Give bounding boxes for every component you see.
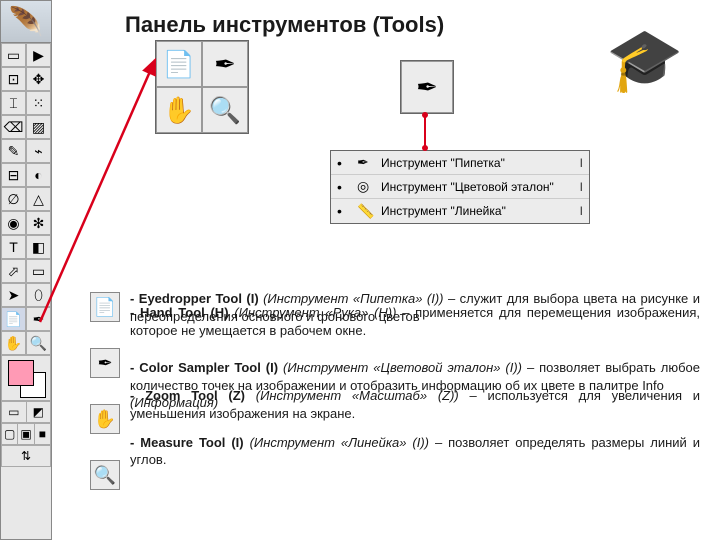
foreground-swatch[interactable]	[8, 360, 34, 386]
tools-panel: 🪶 ▭▶⊡✥⌶⁙⌫▨✎⌁⊟◐∅△◉✻T◧⬀▭➤⬯📄✒✋🔍 ▭◩ ▢▣■ ⇅	[0, 0, 52, 540]
tool-context-menu: •✒Инструмент "Пипетка"I•◎Инструмент "Цве…	[330, 150, 590, 224]
tool-cell[interactable]: ⌁	[26, 139, 51, 163]
tool-cell[interactable]: ⬯	[26, 283, 51, 307]
flyout-cell[interactable]: ✒	[401, 61, 453, 113]
tool-cell[interactable]: ▭	[26, 259, 51, 283]
desc-icon-column: 📄 ✒ ✋ 🔍	[90, 292, 124, 490]
flyout-panel-2: ✒	[400, 60, 454, 114]
menu-shortcut: I	[580, 180, 583, 194]
mode-toggles[interactable]: ▭◩	[1, 401, 51, 423]
tool-cell[interactable]: ✥	[26, 67, 51, 91]
tool-icon: ✒	[357, 154, 377, 171]
tool-cell[interactable]: ◐	[26, 163, 51, 187]
tool-cell[interactable]: ⁙	[26, 91, 51, 115]
tool-cell[interactable]: 🔍	[26, 331, 51, 355]
context-menu-item[interactable]: •✒Инструмент "Пипетка"I	[331, 151, 589, 175]
context-menu-item[interactable]: •📏Инструмент "Линейка"I	[331, 199, 589, 223]
tool-cell[interactable]: ▭	[1, 43, 26, 67]
menu-icon: •	[337, 179, 357, 195]
tool-cell[interactable]: ⬀	[1, 259, 26, 283]
tool-cell[interactable]: ✋	[1, 331, 26, 355]
page-title: Панель инструментов (Tools)	[125, 12, 444, 38]
menu-shortcut: I	[580, 156, 583, 170]
tool-cell[interactable]: ✒	[26, 307, 51, 331]
tool-cell[interactable]: ◉	[1, 211, 26, 235]
flyout-cell[interactable]: 🔍	[202, 87, 248, 133]
menu-icon: •	[337, 155, 357, 171]
jump-to-imageready[interactable]: ⇅	[1, 445, 51, 467]
tool-cell[interactable]: ✻	[26, 211, 51, 235]
feather-icon: 🪶	[1, 1, 51, 43]
mascot-illustration: 🎓	[590, 0, 700, 120]
tool-cell[interactable]: ➤	[1, 283, 26, 307]
tool-cell[interactable]: ⊡	[1, 67, 26, 91]
desc-icon: 📄	[90, 292, 120, 322]
tool-cell[interactable]: T	[1, 235, 26, 259]
menu-label: Инструмент "Пипетка"	[377, 156, 580, 170]
flyout-panel-1: 📄✒✋🔍	[155, 40, 249, 134]
tool-grid: ▭▶⊡✥⌶⁙⌫▨✎⌁⊟◐∅△◉✻T◧⬀▭➤⬯📄✒✋🔍	[1, 43, 51, 355]
flyout-cell[interactable]: ✋	[156, 87, 202, 133]
tool-cell[interactable]: △	[26, 187, 51, 211]
flyout-cell[interactable]: ✒	[202, 41, 248, 87]
screen-modes[interactable]: ▢▣■	[1, 423, 51, 445]
flyout-cell[interactable]: 📄	[156, 41, 202, 87]
tool-cell[interactable]: ⌫	[1, 115, 26, 139]
tool-cell[interactable]: ▶	[26, 43, 51, 67]
tool-icon: ◎	[357, 178, 377, 195]
color-swatches[interactable]	[1, 355, 51, 401]
tool-cell[interactable]: ◧	[26, 235, 51, 259]
tool-cell[interactable]: ⊟	[1, 163, 26, 187]
tool-cell[interactable]: 📄	[1, 307, 26, 331]
desc-icon: 🔍	[90, 460, 120, 490]
tool-cell[interactable]: ∅	[1, 187, 26, 211]
tool-cell[interactable]: ✎	[1, 139, 26, 163]
menu-label: Инструмент "Цветовой эталон"	[377, 180, 580, 194]
context-menu-item[interactable]: •◎Инструмент "Цветовой эталон"I	[331, 175, 589, 199]
menu-label: Инструмент "Линейка"	[377, 204, 580, 218]
tool-icon: 📏	[357, 203, 377, 220]
menu-shortcut: I	[580, 204, 583, 218]
tool-cell[interactable]: ⌶	[1, 91, 26, 115]
menu-icon: •	[337, 203, 357, 219]
desc-icon: ✋	[90, 404, 120, 434]
tool-cell[interactable]: ▨	[26, 115, 51, 139]
desc-icon: ✒	[90, 348, 120, 378]
description-text: - Eyedropper Tool (I) (Инструмент «Пипет…	[130, 290, 700, 530]
